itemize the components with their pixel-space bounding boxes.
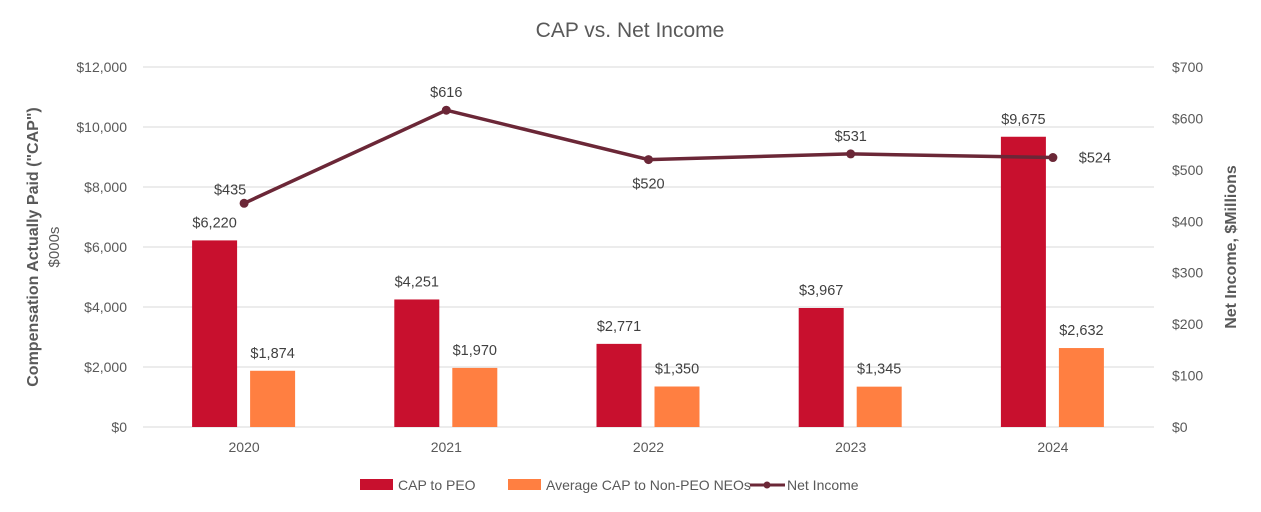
bar-avg-cap-non-peo-2024 bbox=[1058, 348, 1104, 427]
legend: CAP to PEO Average CAP to Non-PEO NEOs N… bbox=[360, 477, 859, 493]
bar-cap-to-peo-2023 bbox=[798, 307, 844, 427]
bar-avg-cap-non-peo-2022 bbox=[654, 386, 700, 427]
bar-data-label: $6,220 bbox=[192, 215, 236, 231]
net-income-point-2024 bbox=[1048, 153, 1058, 163]
y-tick-label: $6,000 bbox=[84, 239, 127, 255]
bar-cap-to-peo-2024 bbox=[1000, 136, 1046, 427]
bar-data-label: $1,874 bbox=[250, 346, 294, 362]
bar-data-label: $9,675 bbox=[1001, 112, 1045, 128]
y-tick-label: $0 bbox=[111, 419, 127, 435]
y-tick-label: $10,000 bbox=[76, 119, 127, 135]
y-axis-subtitle: $000s bbox=[46, 227, 63, 268]
bar-avg-cap-non-peo-2020 bbox=[250, 370, 296, 427]
net-income-data-label: $616 bbox=[430, 85, 462, 101]
x-tick-label: 2022 bbox=[633, 439, 664, 455]
bar-data-label: $2,632 bbox=[1059, 323, 1103, 339]
bar-cap-to-peo-2022 bbox=[596, 343, 642, 427]
y2-tick-label: $700 bbox=[1172, 59, 1203, 75]
y2-tick-label: $100 bbox=[1172, 368, 1203, 384]
y2-axis-title: Net Income, $Millions bbox=[1223, 165, 1240, 329]
y2-tick-label: $200 bbox=[1172, 316, 1203, 332]
bar-data-label: $1,345 bbox=[857, 362, 901, 378]
net-income-point-2021 bbox=[441, 105, 451, 115]
bar-cap-to-peo-2020 bbox=[192, 240, 238, 427]
bar-data-label: $2,771 bbox=[597, 319, 641, 335]
x-tick-label: 2021 bbox=[431, 439, 462, 455]
y2-tick-label: $0 bbox=[1172, 419, 1188, 435]
legend-label-cap-to-peo: CAP to PEO bbox=[398, 477, 476, 493]
bar-cap-to-peo-2021 bbox=[394, 299, 440, 427]
net-income-data-label: $435 bbox=[214, 182, 246, 198]
net-income-data-label: $531 bbox=[835, 129, 867, 145]
net-income-data-label: $524 bbox=[1079, 151, 1111, 167]
chart-title: CAP vs. Net Income bbox=[536, 19, 725, 42]
y-axis-title: Compensation Actually Paid ("CAP") bbox=[25, 107, 42, 387]
net-income-point-2020 bbox=[239, 198, 249, 208]
bar-data-label: $1,970 bbox=[453, 343, 497, 359]
y-tick-label: $4,000 bbox=[84, 299, 127, 315]
x-tick-label: 2024 bbox=[1037, 439, 1068, 455]
y-tick-label: $12,000 bbox=[76, 59, 127, 75]
legend-swatch-avg-cap bbox=[508, 479, 541, 490]
y2-tick-label: $500 bbox=[1172, 162, 1203, 178]
bar-data-label: $4,251 bbox=[395, 274, 439, 290]
x-tick-label: 2020 bbox=[229, 439, 260, 455]
net-income-data-label: $520 bbox=[632, 177, 664, 193]
legend-label-avg-cap: Average CAP to Non-PEO NEOs bbox=[546, 477, 751, 493]
y2-tick-label: $400 bbox=[1172, 213, 1203, 229]
y2-tick-label: $600 bbox=[1172, 110, 1203, 126]
bar-avg-cap-non-peo-2021 bbox=[452, 367, 498, 427]
legend-swatch-cap-to-peo bbox=[360, 479, 393, 490]
net-income-point-2022 bbox=[644, 155, 653, 165]
bar-avg-cap-non-peo-2023 bbox=[856, 386, 902, 427]
y-tick-label: $2,000 bbox=[84, 359, 127, 375]
legend-marker-net-income bbox=[763, 481, 771, 489]
y2-tick-label: $300 bbox=[1172, 265, 1203, 281]
y-tick-label: $8,000 bbox=[84, 179, 127, 195]
bar-data-label: $3,967 bbox=[799, 283, 843, 299]
x-tick-label: 2023 bbox=[835, 439, 866, 455]
legend-label-net-income: Net Income bbox=[787, 477, 859, 493]
net-income-point-2023 bbox=[846, 149, 856, 159]
bar-data-label: $1,350 bbox=[655, 362, 699, 378]
